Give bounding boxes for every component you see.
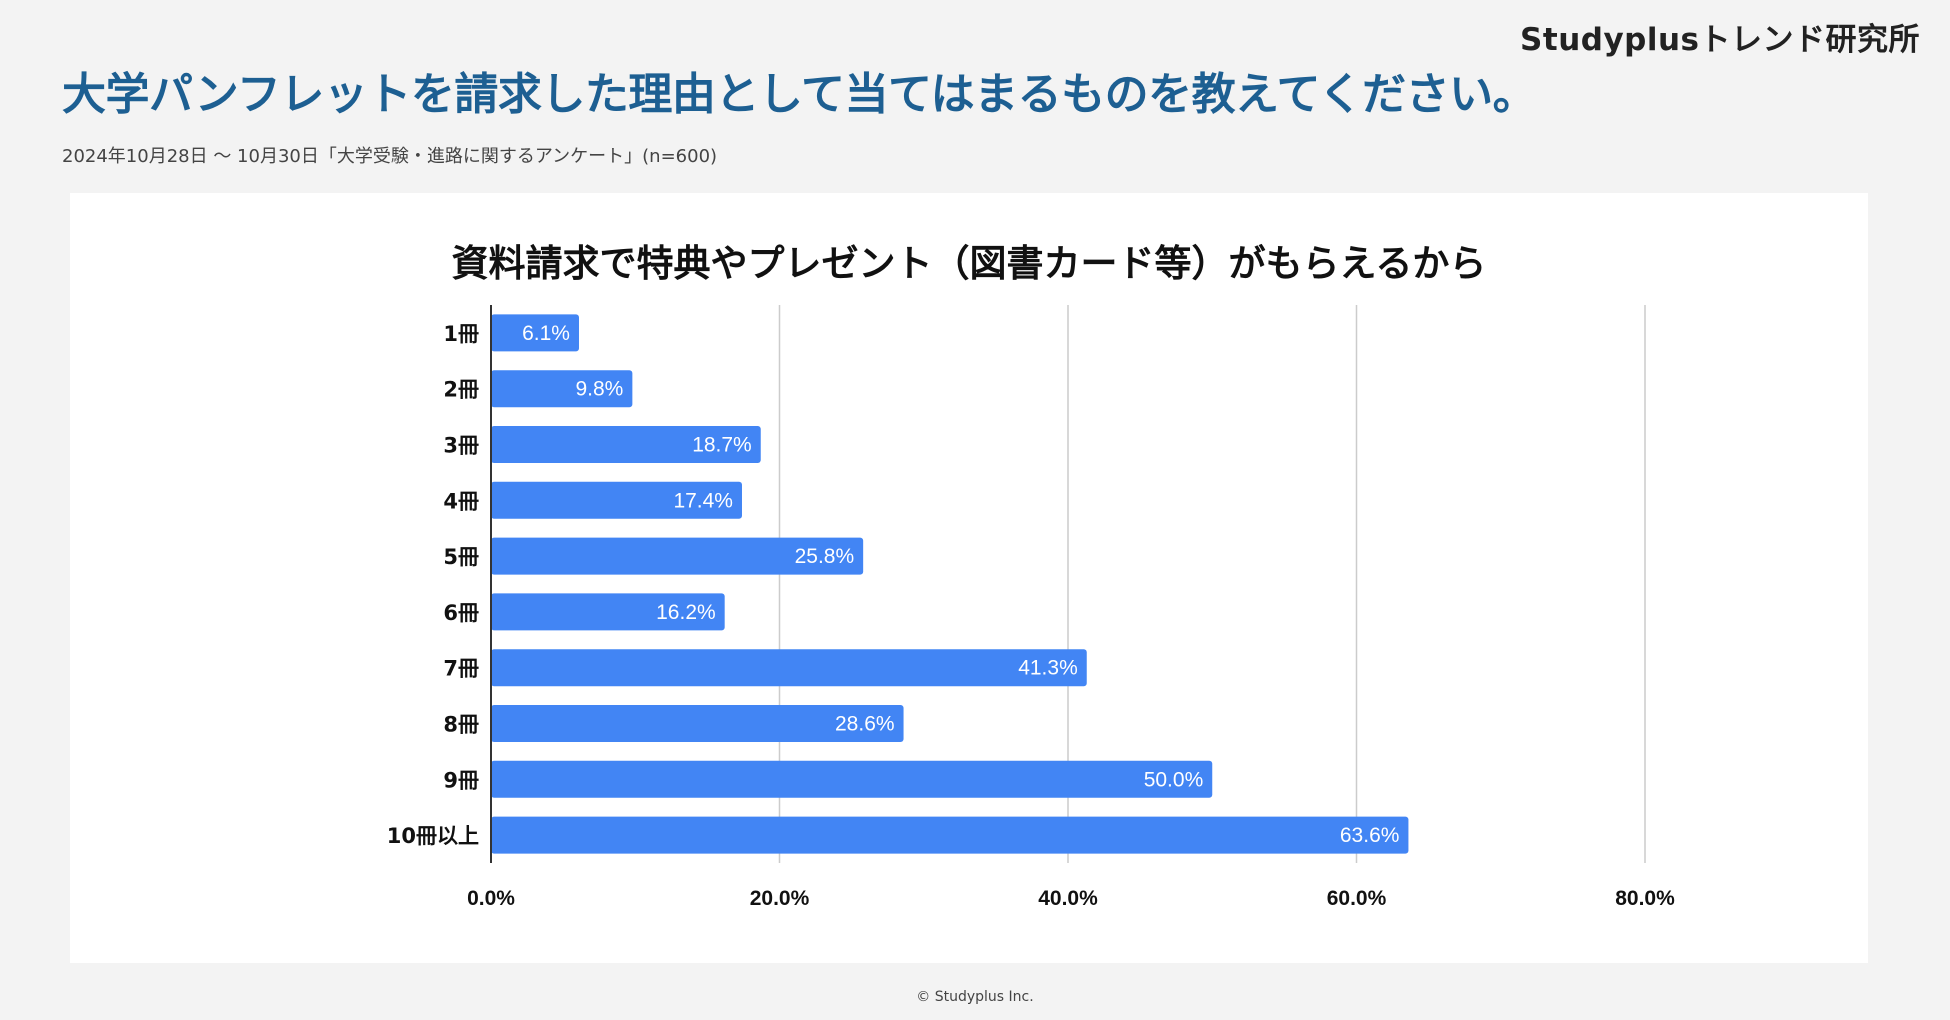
bar [491, 314, 579, 352]
bar [491, 426, 761, 463]
bar-value-label: 16.2% [656, 601, 716, 624]
category-label: 5冊 [443, 545, 479, 569]
category-label: 9冊 [443, 768, 479, 792]
bar [491, 370, 633, 408]
category-label: 8冊 [443, 713, 479, 737]
bar-chart: 6.1% 1冊 9.8% 2冊 18.7% 3冊 17.4% 4冊 25.8% 5冊 16.2% 6冊… [387, 305, 1675, 910]
page-title: 大学パンフレットを請求した理由として当てはまるものを教えてください。 [62, 69, 1537, 120]
x-tick-label: 80.0% [1615, 887, 1675, 910]
bar-value-label: 25.8% [795, 545, 855, 568]
bar-value-label: 41.3% [1018, 657, 1078, 680]
bar-value-label: 63.6% [1340, 824, 1400, 847]
category-label: 1冊 [443, 322, 479, 346]
x-tick-label: 0.0% [467, 887, 515, 910]
category-label: 6冊 [443, 601, 479, 625]
bar-value-label: 9.8% [575, 378, 623, 401]
category-label: 10冊以上 [387, 824, 479, 848]
bar-value-label: 28.6% [835, 713, 895, 736]
bar-value-label: 18.7% [692, 434, 752, 457]
x-tick-label: 20.0% [750, 887, 810, 910]
x-tick-label: 60.0% [1327, 887, 1387, 910]
bar [491, 649, 1087, 687]
bar [491, 481, 742, 519]
bar [491, 537, 864, 575]
bar-value-label: 6.1% [522, 322, 570, 345]
category-label: 7冊 [443, 657, 479, 681]
bar-value-label: 17.4% [673, 489, 733, 512]
bar [491, 705, 904, 742]
category-label: 3冊 [443, 434, 479, 458]
category-label: 2冊 [443, 378, 479, 402]
brand-logo: Studyplusトレンド研究所 [1520, 22, 1920, 58]
page-subtitle: 2024年10月28日 〜 10月30日「大学受験・進路に関するアンケート」(n… [62, 146, 718, 167]
bar [491, 760, 1213, 798]
bar [491, 816, 1409, 854]
chart-title: 資料請求で特典やプレゼント（図書カード等）がもらえるから [451, 242, 1487, 285]
category-label: 4冊 [443, 489, 479, 513]
bar-value-label: 50.0% [1144, 768, 1204, 791]
copyright-footer: © Studyplus Inc. [916, 989, 1034, 1005]
x-tick-label: 40.0% [1038, 887, 1098, 910]
chart-card: 資料請求で特典やプレゼント（図書カード等）がもらえるから 6.1% 1冊 9.8% 2… [70, 193, 1868, 963]
bar [491, 593, 725, 631]
